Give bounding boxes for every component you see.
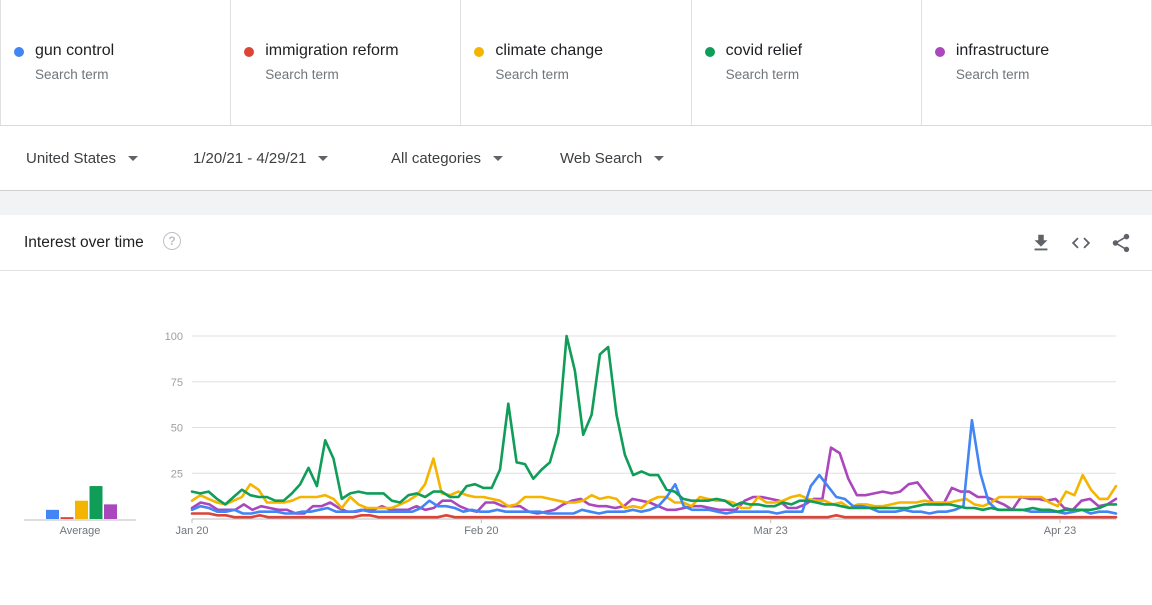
average-bar-climate-change[interactable] xyxy=(75,500,88,519)
chevron-down-icon xyxy=(128,156,139,161)
download-icon[interactable] xyxy=(1030,232,1052,254)
y-tick-label: 25 xyxy=(171,468,183,480)
term-name: climate change xyxy=(495,42,604,59)
section-divider xyxy=(0,191,1152,215)
term-card-infrastructure[interactable]: infrastructure Search term xyxy=(920,0,1152,125)
chart-series xyxy=(190,334,1118,519)
chevron-down-icon xyxy=(318,156,329,161)
date-range-label: 1/20/21 - 4/29/21 xyxy=(193,150,307,167)
x-axis-ticks: Jan 20 Feb 20 Mar 23 Apr 23 xyxy=(175,519,1076,537)
chevron-down-icon xyxy=(654,156,665,161)
series-line-covid-relief[interactable] xyxy=(190,334,1118,513)
share-icon[interactable] xyxy=(1110,232,1132,254)
term-card-covid-relief[interactable]: covid relief Search term xyxy=(690,0,921,125)
date-range-dropdown[interactable]: 1/20/21 - 4/29/21 xyxy=(193,150,329,167)
card-title: Interest over time xyxy=(24,234,144,251)
term-type: Search term xyxy=(955,67,1030,82)
term-name: covid relief xyxy=(725,42,803,59)
term-name: immigration reform xyxy=(265,42,399,59)
help-icon[interactable]: ? xyxy=(163,232,181,250)
x-tick-label: Mar 23 xyxy=(754,525,788,537)
y-tick-label: 50 xyxy=(171,423,183,435)
average-bar-covid-relief[interactable] xyxy=(89,486,103,519)
term-color-dot xyxy=(704,47,715,57)
term-card-climate-change[interactable]: climate change Search term xyxy=(460,0,690,125)
category-label: All categories xyxy=(391,150,482,167)
term-type: Search term xyxy=(265,67,339,82)
interest-over-time-chart[interactable]: Average 25 50 75 100 Jan 20 Feb 20 Mar 23 Apr … xyxy=(0,272,1152,602)
term-type: Search term xyxy=(35,67,109,82)
term-type: Search term xyxy=(495,67,569,82)
chevron-down-icon xyxy=(493,156,504,161)
search-type-label: Web Search xyxy=(560,150,643,167)
category-dropdown[interactable]: All categories xyxy=(391,150,504,167)
term-color-dot xyxy=(244,47,255,57)
filter-bar: United States 1/20/21 - 4/29/21 All cate… xyxy=(0,126,1152,191)
embed-code-icon[interactable] xyxy=(1070,232,1092,254)
term-name: gun control xyxy=(35,42,115,59)
x-tick-label: Apr 23 xyxy=(1044,525,1076,537)
region-dropdown[interactable]: United States xyxy=(26,150,139,167)
term-type: Search term xyxy=(725,67,800,82)
chart-gridlines: 25 50 75 100 xyxy=(165,331,1116,520)
term-color-dot xyxy=(14,47,24,57)
term-name: infrastructure xyxy=(955,42,1050,59)
term-color-dot xyxy=(934,47,945,57)
average-bar-gun-control[interactable] xyxy=(46,509,59,519)
series-line-climate-change[interactable] xyxy=(190,457,1118,510)
x-tick-label: Feb 20 xyxy=(464,525,498,537)
search-terms-bar: gun control Search term immigration refo… xyxy=(0,0,1152,126)
y-tick-label: 100 xyxy=(165,331,183,343)
series-line-immigration-reform[interactable] xyxy=(190,512,1118,519)
average-label: Average xyxy=(60,525,101,537)
region-label: United States xyxy=(26,150,117,167)
x-tick-label: Jan 20 xyxy=(175,525,208,537)
average-bar-immigration-reform[interactable] xyxy=(60,517,74,519)
term-card-immigration-reform[interactable]: immigration reform Search term xyxy=(230,0,460,125)
search-type-dropdown[interactable]: Web Search xyxy=(560,150,665,167)
average-bar-chart: Average xyxy=(24,486,136,537)
y-tick-label: 75 xyxy=(171,377,183,389)
term-card-gun-control[interactable]: gun control Search term xyxy=(0,0,230,125)
term-color-dot xyxy=(474,47,485,57)
interest-over-time-header: Interest over time ? xyxy=(0,215,1152,271)
average-bar-infrastructure[interactable] xyxy=(104,504,117,519)
